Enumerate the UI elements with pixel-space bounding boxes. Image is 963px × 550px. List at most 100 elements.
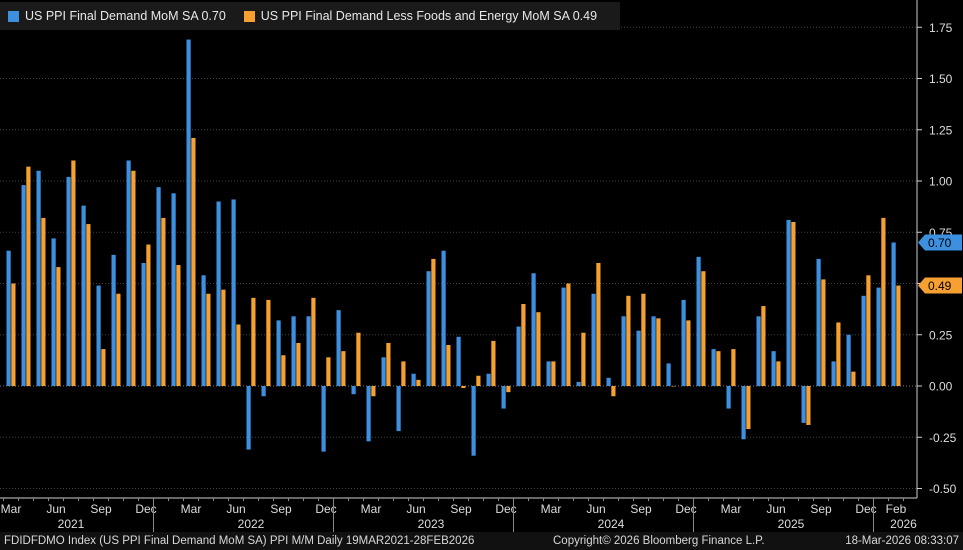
- x-month-label-11: Dec: [495, 502, 516, 516]
- bar-ppi-0: [6, 250, 11, 386]
- bar-core-ppi-45: [686, 320, 691, 386]
- x-month-label-17: Jun: [766, 502, 785, 516]
- x-month-label-19: Dec: [855, 502, 876, 516]
- bar-core-ppi-18: [281, 355, 286, 386]
- x-year-label-3: 2024: [598, 517, 625, 531]
- x-year-label-4: 2025: [778, 517, 805, 531]
- bar-ppi-18: [276, 320, 281, 386]
- bar-ppi-28: [426, 271, 431, 386]
- bar-ppi-21: [321, 386, 326, 452]
- bar-core-ppi-2: [41, 217, 46, 386]
- bar-core-ppi-12: [191, 137, 196, 386]
- bar-core-ppi-1: [26, 166, 31, 386]
- bar-ppi-38: [576, 381, 581, 386]
- bar-ppi-5: [81, 205, 86, 386]
- bar-ppi-42: [636, 330, 641, 386]
- bar-ppi-37: [561, 287, 566, 386]
- last-value-tag-label-0: 0.70: [928, 236, 952, 250]
- x-month-label-2: Sep: [90, 502, 112, 516]
- bar-ppi-10: [156, 187, 161, 386]
- bar-core-ppi-43: [656, 318, 661, 386]
- x-month-label-3: Dec: [135, 502, 156, 516]
- bar-core-ppi-46: [701, 271, 706, 386]
- bar-ppi-45: [681, 299, 686, 386]
- bar-ppi-24: [366, 386, 371, 442]
- bar-core-ppi-53: [806, 386, 811, 425]
- bar-core-ppi-11: [176, 265, 181, 386]
- y-tick-label-8: -0.25: [929, 431, 957, 445]
- legend-item-core-ppi: US PPI Final Demand Less Foods and Energ…: [243, 9, 598, 23]
- legend-label-core-ppi: US PPI Final Demand Less Foods and Energ…: [260, 9, 598, 23]
- bar-ppi-31: [471, 386, 476, 456]
- bar-ppi-20: [306, 316, 311, 386]
- bar-core-ppi-5: [86, 224, 91, 386]
- bar-core-ppi-37: [566, 283, 571, 386]
- bar-ppi-2: [36, 170, 41, 386]
- bar-core-ppi-51: [776, 361, 781, 386]
- x-month-label-15: Dec: [675, 502, 696, 516]
- x-month-label-7: Dec: [315, 502, 336, 516]
- y-tick-label-6: 0.25: [929, 328, 953, 342]
- x-month-label-1: Jun: [46, 502, 65, 516]
- bar-core-ppi-44: [671, 386, 676, 387]
- bar-ppi-47: [711, 349, 716, 386]
- bar-core-ppi-40: [611, 386, 616, 397]
- bar-ppi-41: [621, 316, 626, 386]
- bar-core-ppi-34: [521, 304, 526, 386]
- bar-ppi-9: [141, 263, 146, 386]
- y-tick-label-7: 0.00: [929, 380, 953, 394]
- bar-ppi-7: [111, 254, 116, 386]
- bar-ppi-44: [666, 363, 671, 386]
- bar-core-ppi-59: [896, 285, 901, 386]
- bar-core-ppi-42: [641, 293, 646, 386]
- bar-ppi-39: [591, 293, 596, 386]
- bar-core-ppi-24: [371, 386, 376, 397]
- bar-core-ppi-16: [251, 297, 256, 386]
- x-month-label-4: Mar: [181, 502, 202, 516]
- x-month-label-16: Mar: [721, 502, 742, 516]
- bar-core-ppi-29: [446, 345, 451, 386]
- bar-ppi-30: [456, 336, 461, 386]
- bar-core-ppi-47: [716, 351, 721, 386]
- bar-ppi-50: [756, 316, 761, 386]
- bar-ppi-52: [786, 219, 791, 386]
- bar-core-ppi-32: [491, 340, 496, 386]
- bar-core-ppi-38: [581, 332, 586, 386]
- bar-core-ppi-33: [506, 386, 511, 393]
- bar-ppi-1: [21, 185, 26, 386]
- x-axis-ticks: Mar Jun Sep Dec Mar Jun Sep Dec Mar Jun Sep Dec Mar J…: [1, 498, 917, 533]
- bar-core-ppi-48: [731, 349, 736, 386]
- bar-ppi-55: [831, 361, 836, 386]
- bar-ppi-23: [351, 386, 356, 395]
- bar-core-ppi-50: [761, 306, 766, 386]
- bar-ppi-12: [186, 39, 191, 387]
- bar-ppi-57: [861, 295, 866, 386]
- bar-core-ppi-19: [296, 342, 301, 386]
- last-value-tag-bg-0: [918, 234, 962, 251]
- x-year-label-2: 2023: [418, 517, 445, 531]
- axes: [0, 0, 918, 499]
- bar-ppi-17: [261, 386, 266, 397]
- y-tick-label-1: 1.50: [929, 72, 953, 86]
- bar-ppi-51: [771, 351, 776, 386]
- bar-core-ppi-25: [386, 342, 391, 386]
- bar-core-ppi-22: [341, 351, 346, 386]
- bar-ppi-19: [291, 316, 296, 386]
- y-tick-label-9: -0.50: [929, 482, 957, 496]
- bar-core-ppi-17: [266, 299, 271, 386]
- y-tick-label-0: 1.75: [929, 21, 953, 35]
- bar-ppi-40: [606, 377, 611, 386]
- bar-core-ppi-56: [851, 371, 856, 386]
- bar-core-ppi-21: [326, 357, 331, 386]
- last-value-tags: 0.70 0.49: [918, 234, 962, 294]
- bar-core-ppi-7: [116, 293, 121, 386]
- x-month-label-13: Jun: [586, 502, 605, 516]
- x-year-label-5: 2026: [890, 517, 917, 531]
- bar-ppi-33: [501, 386, 506, 409]
- bar-ppi-48: [726, 386, 731, 409]
- legend-item-ppi: US PPI Final Demand MoM SA 0.70: [8, 9, 226, 23]
- x-month-label-8: Mar: [361, 502, 382, 516]
- bar-ppi-4: [66, 176, 71, 386]
- bar-ppi-3: [51, 238, 56, 386]
